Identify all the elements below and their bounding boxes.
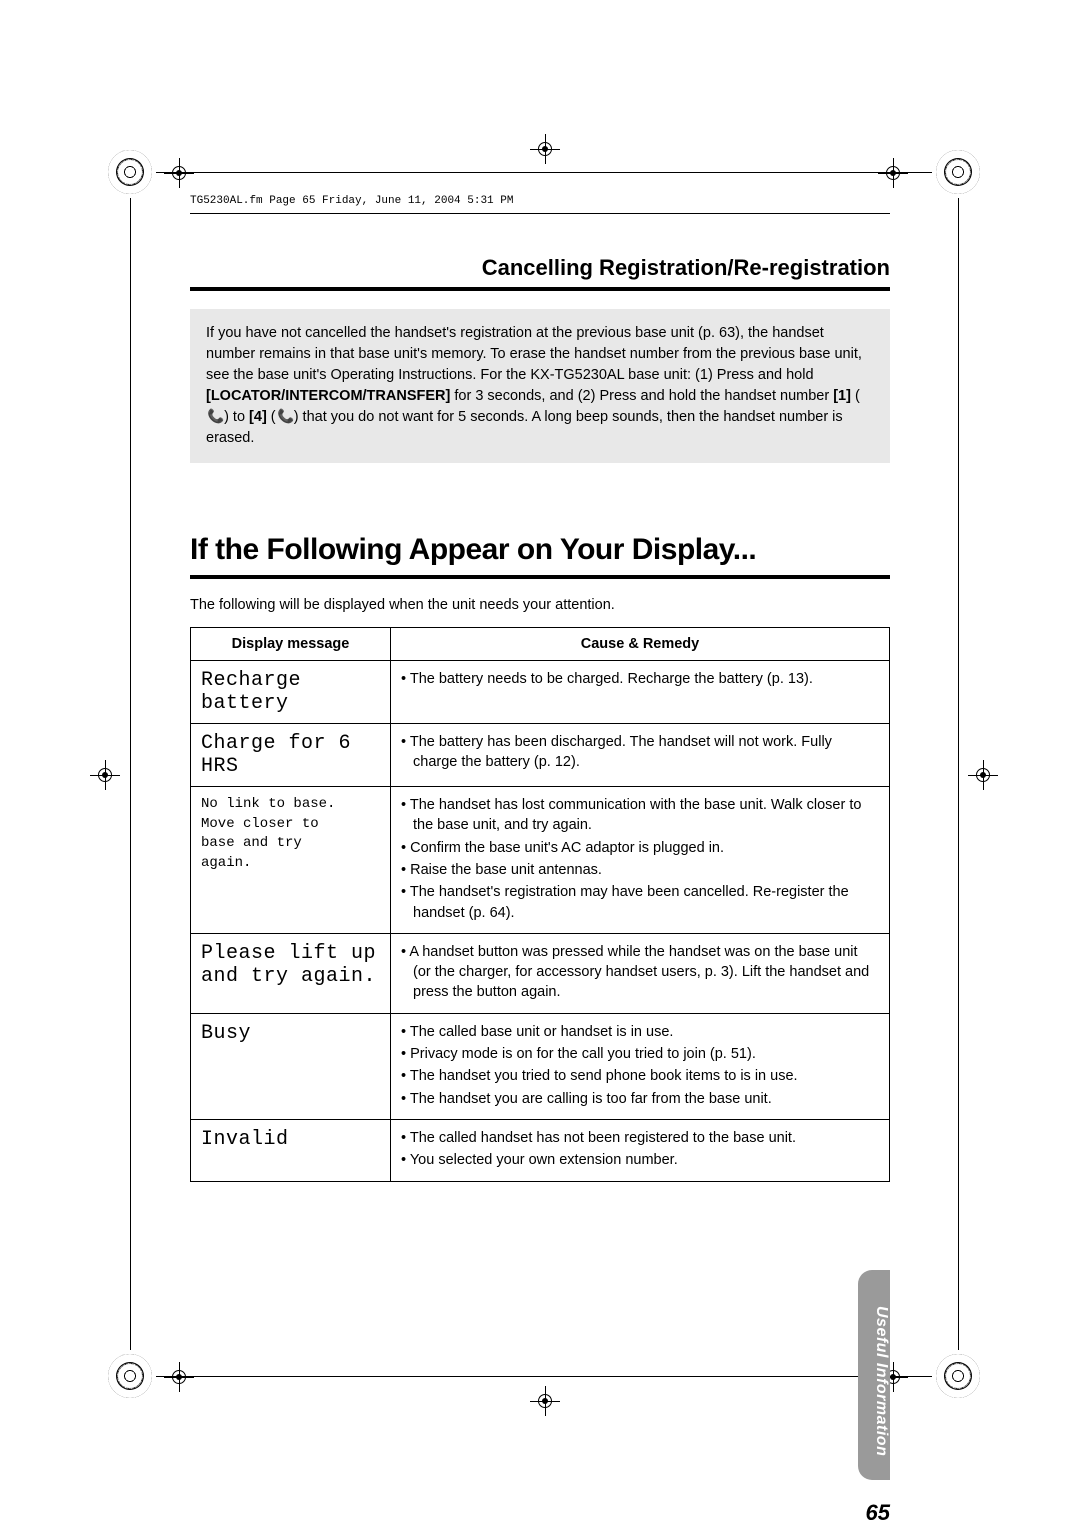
- gray-text: If you have not cancelled the handset's …: [206, 325, 862, 383]
- remedy-cell: The called base unit or handset is in us…: [391, 1013, 890, 1119]
- key-label: [4]: [249, 409, 267, 425]
- handset-icon: 📞: [274, 406, 295, 430]
- intro-text: The following will be displayed when the…: [190, 597, 890, 613]
- table-row: Please lift up and try again.A handset b…: [191, 933, 890, 1013]
- reg-mark-top: [530, 134, 560, 164]
- section-title: Cancelling Registration/Re-registration: [190, 255, 890, 291]
- remedy-cell: The battery needs to be charged. Recharg…: [391, 661, 890, 724]
- frame-line: [156, 1376, 932, 1377]
- display-message-table: Display message Cause & Remedy Recharge …: [190, 627, 890, 1181]
- remedy-cell: A handset button was pressed while the h…: [391, 933, 890, 1013]
- reg-mark-tr2: [878, 158, 908, 188]
- remedy-item: The called handset has not been register…: [401, 1128, 879, 1148]
- frame-line: [156, 172, 932, 173]
- col-header-remedy: Cause & Remedy: [391, 628, 890, 661]
- table-row: No link to base. Move closer to base and…: [191, 787, 890, 934]
- remedy-cell: The handset has lost communication with …: [391, 787, 890, 934]
- remedy-item: The battery has been discharged. The han…: [401, 732, 879, 773]
- display-message-cell: Recharge battery: [191, 661, 391, 724]
- remedy-item: The handset's registration may have been…: [401, 882, 879, 923]
- remedy-item: Raise the base unit antennas.: [401, 860, 879, 880]
- page-number: 65: [866, 1500, 890, 1526]
- gray-text: for 3 seconds, and (2) Press and hold th…: [450, 388, 833, 404]
- instruction-box: If you have not cancelled the handset's …: [190, 309, 890, 463]
- display-message-cell: Invalid: [191, 1119, 391, 1181]
- table-row: Charge for 6 HRSThe battery has been dis…: [191, 724, 890, 787]
- remedy-cell: The called handset has not been register…: [391, 1119, 890, 1181]
- remedy-item: The handset has lost communication with …: [401, 795, 879, 836]
- key-label: [1]: [833, 388, 851, 404]
- remedy-item: You selected your own extension number.: [401, 1150, 879, 1170]
- crop-ornament-br: [936, 1354, 980, 1398]
- reg-mark-bottom: [530, 1386, 560, 1416]
- gray-text: (: [851, 388, 860, 404]
- crop-ornament-tl: [108, 150, 152, 194]
- display-message-cell: Charge for 6 HRS: [191, 724, 391, 787]
- reg-mark-right: [968, 760, 998, 790]
- remedy-item: The handset you tried to send phone book…: [401, 1066, 879, 1086]
- main-heading: If the Following Appear on Your Display.…: [190, 533, 890, 579]
- key-label: [LOCATOR/INTERCOM/TRANSFER]: [206, 388, 450, 404]
- handset-icon: 📞: [204, 406, 225, 430]
- table-row: Busy The called base unit or handset is i…: [191, 1013, 890, 1119]
- reg-mark-bl2: [164, 1362, 194, 1392]
- remedy-cell: The battery has been discharged. The han…: [391, 724, 890, 787]
- remedy-item: The battery needs to be charged. Recharg…: [401, 669, 879, 689]
- display-message-cell: No link to base. Move closer to base and…: [191, 787, 391, 934]
- reg-mark-left: [90, 760, 120, 790]
- table-header-row: Display message Cause & Remedy: [191, 628, 890, 661]
- table-row: Invalid The called handset has not been r…: [191, 1119, 890, 1181]
- remedy-item: A handset button was pressed while the h…: [401, 942, 879, 1003]
- table-row: Recharge battery The battery needs to be …: [191, 661, 890, 724]
- remedy-item: The called base unit or handset is in us…: [401, 1022, 879, 1042]
- page-content: Cancelling Registration/Re-registration …: [190, 200, 890, 1182]
- gray-text: ) to: [224, 409, 249, 425]
- reg-mark-tl2: [164, 158, 194, 188]
- display-message-cell: Please lift up and try again.: [191, 933, 391, 1013]
- side-tab: Useful Information: [858, 1270, 890, 1480]
- col-header-message: Display message: [191, 628, 391, 661]
- crop-ornament-bl: [108, 1354, 152, 1398]
- frame-line: [130, 198, 131, 1350]
- crop-ornament-tr: [936, 150, 980, 194]
- remedy-item: Privacy mode is on for the call you trie…: [401, 1044, 879, 1064]
- frame-line: [958, 198, 959, 1350]
- gray-text: ) that you do not want for 5 seconds. A …: [206, 409, 843, 446]
- display-message-cell: Busy: [191, 1013, 391, 1119]
- remedy-item: Confirm the base unit's AC adaptor is pl…: [401, 838, 879, 858]
- remedy-item: The handset you are calling is too far f…: [401, 1089, 879, 1109]
